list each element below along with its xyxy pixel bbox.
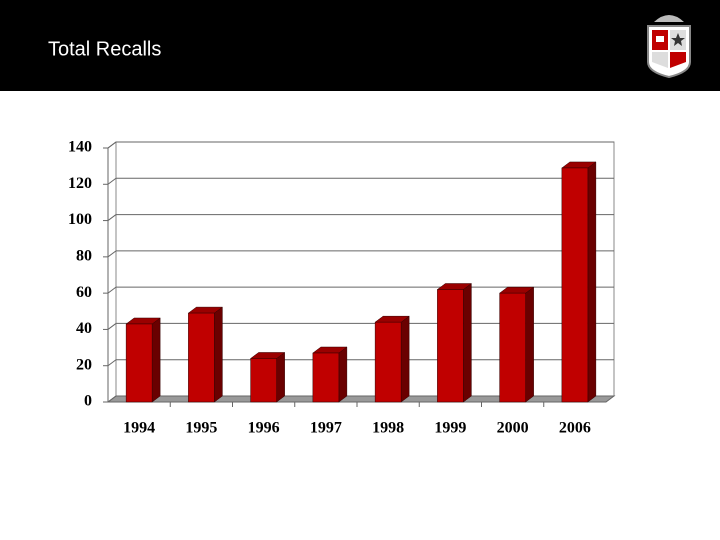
x-tick-label: 1999: [434, 420, 466, 437]
x-tick-label: 2006: [559, 420, 591, 437]
y-tick-label: 120: [68, 175, 92, 192]
chart: 0 20 40 60 80 100 120 140 1994 1995 1996 1997 1998 19…: [68, 139, 616, 437]
x-tick-label: 1995: [185, 420, 217, 437]
bar-side: [463, 283, 472, 403]
bar: [125, 323, 153, 403]
y-tick-label: 80: [76, 248, 92, 265]
bar-side: [276, 351, 285, 403]
x-tick-label: 1994: [123, 420, 155, 437]
slide-title: Total Recalls: [48, 38, 161, 60]
bar: [499, 292, 526, 403]
bar-side: [214, 306, 223, 403]
bar: [561, 167, 589, 403]
y-tick-label: 0: [84, 393, 92, 410]
bar-side: [525, 286, 534, 403]
plot-floor: [106, 395, 616, 403]
y-tick-label: 140: [68, 139, 92, 156]
y-tick-label: 60: [76, 284, 92, 301]
grid-line-depth: [107, 214, 117, 221]
bar-side: [151, 317, 161, 403]
grid-line-depth: [107, 395, 117, 403]
grid-line-depth: [107, 359, 117, 367]
bar: [188, 312, 215, 403]
logo: [647, 15, 691, 79]
grid-line-depth: [107, 286, 117, 294]
grid-line-depth: [107, 250, 117, 258]
header-bar: [0, 0, 720, 91]
bar: [437, 289, 464, 403]
bar-side: [400, 315, 410, 403]
x-tick-label: 1998: [372, 420, 404, 437]
bar-side: [338, 346, 348, 403]
grid-line-depth: [107, 323, 117, 330]
grid-line-depth: [107, 177, 117, 185]
y-tick-label: 20: [76, 356, 92, 373]
x-tick-label: 1996: [248, 420, 280, 437]
grid-line-depth: [107, 141, 117, 149]
bar: [312, 352, 340, 403]
x-tick-label: 2000: [497, 420, 529, 437]
bar: [374, 321, 402, 403]
y-tick-label: 40: [76, 320, 92, 337]
x-tick-label: 1997: [310, 420, 342, 437]
y-tick-label: 100: [68, 211, 92, 228]
bar-side: [587, 161, 597, 403]
bar: [250, 358, 277, 403]
